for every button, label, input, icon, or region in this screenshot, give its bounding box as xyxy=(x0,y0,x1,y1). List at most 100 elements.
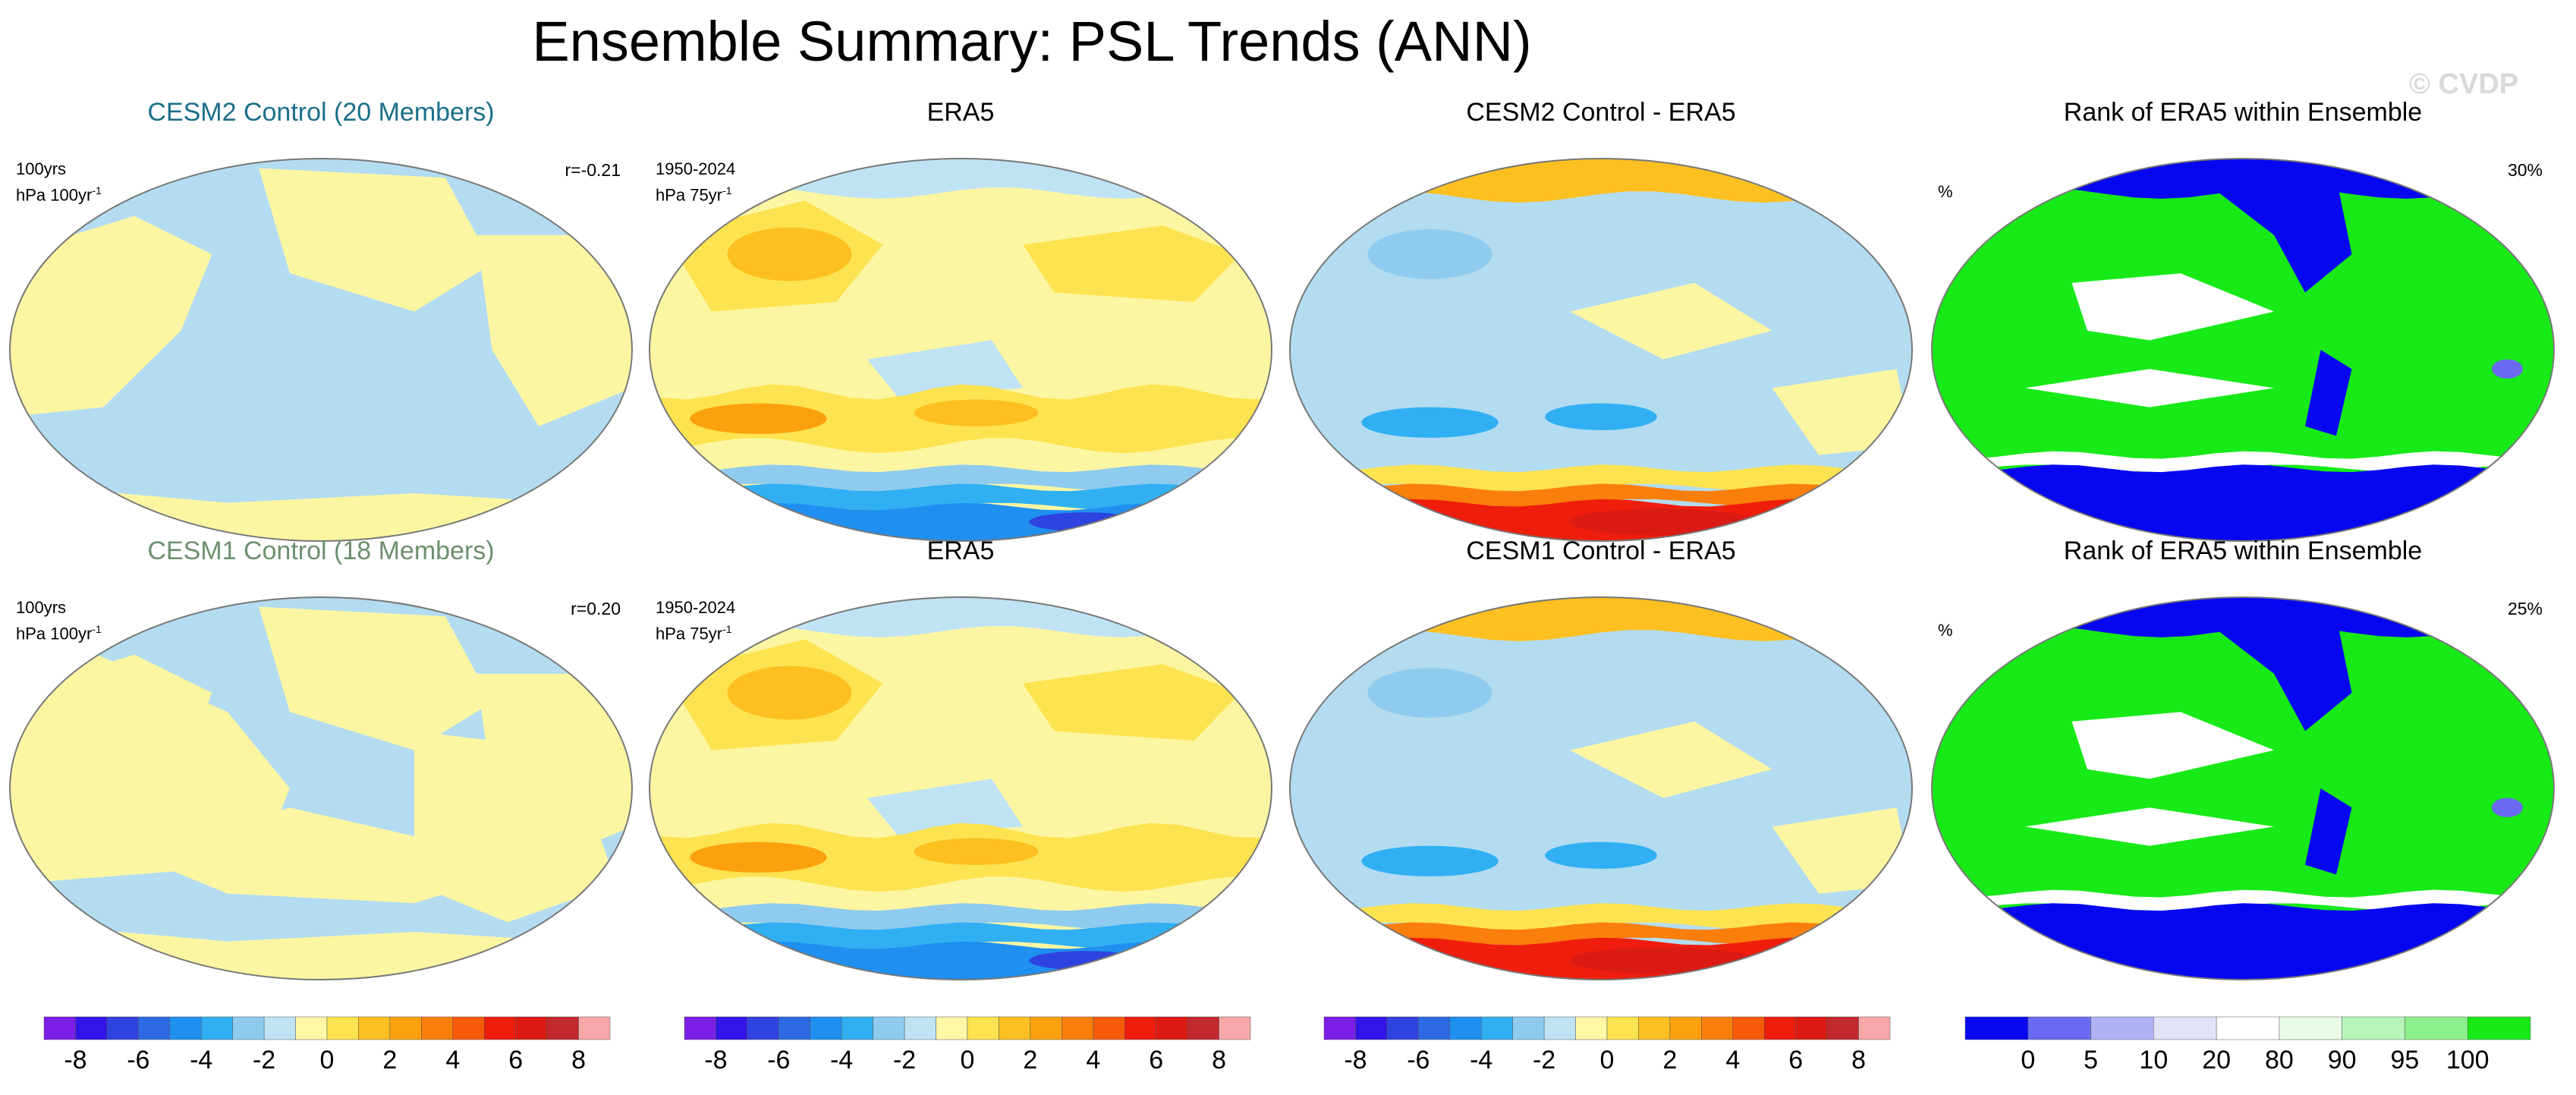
panel-stat: r=0.20 xyxy=(571,599,621,618)
colorbar-label: -6 xyxy=(127,1046,149,1075)
map-border xyxy=(1931,596,2555,980)
colorbar-swatch xyxy=(200,1016,233,1040)
colorbar-swatch xyxy=(452,1016,485,1040)
colorbar-swatch xyxy=(389,1016,422,1040)
low-rank-region xyxy=(2305,788,2352,875)
positive-region xyxy=(1772,807,1912,894)
colorbar-label: 10 xyxy=(2139,1046,2168,1075)
panel-stat: 30% xyxy=(2507,160,2543,180)
southern-high-core xyxy=(914,399,1039,426)
colorbar-swatch xyxy=(873,1016,905,1040)
colorbar-swatch xyxy=(1187,1016,1219,1040)
colorbar-label: 80 xyxy=(2265,1046,2294,1075)
southern-high-core xyxy=(690,403,827,434)
colorbar-swatch xyxy=(747,1016,779,1040)
colorbar-label: 90 xyxy=(2328,1046,2357,1075)
mid-rank-region xyxy=(2071,712,2274,779)
colorbar-swatch xyxy=(1795,1016,1828,1040)
colorbar-swatch xyxy=(515,1016,548,1040)
colorbar-swatch xyxy=(936,1016,968,1040)
colorbar-swatch xyxy=(1156,1016,1188,1040)
panel-title: CESM1 Control (18 Members) xyxy=(147,536,495,565)
panel-units: % xyxy=(1938,621,1953,640)
colorbar-swatch xyxy=(1964,1016,2029,1040)
colorbar-label: 5 xyxy=(2084,1046,2098,1075)
colorbar-swatch xyxy=(2027,1016,2091,1040)
asia-high-core xyxy=(727,665,852,720)
colorbar-swatch xyxy=(684,1016,716,1040)
colorbar-swatch xyxy=(810,1016,842,1040)
map-field-model xyxy=(10,597,632,980)
positive-region xyxy=(10,616,290,884)
colorbar-swatch xyxy=(2090,1016,2154,1040)
colorbar-swatch xyxy=(1124,1016,1156,1040)
map-border xyxy=(649,596,1272,980)
colorbar-label: -4 xyxy=(190,1046,212,1075)
colorbar-swatch xyxy=(2342,1016,2405,1040)
map-border xyxy=(649,158,1272,542)
colorbar-swatch xyxy=(106,1016,139,1040)
colorbar-label: -2 xyxy=(1533,1046,1555,1075)
colorbar-swatch xyxy=(1606,1016,1639,1040)
colorbar-swatch xyxy=(967,1016,999,1040)
cvdp-watermark: © CVDP xyxy=(2409,68,2519,100)
colorbar-swatch xyxy=(483,1016,516,1040)
colorbar-swatch xyxy=(232,1016,265,1040)
colorbar-swatch xyxy=(1093,1016,1125,1040)
colorbar-label: 0 xyxy=(2021,1046,2035,1075)
colorbar-swatch xyxy=(1449,1016,1482,1040)
colorbar-swatch xyxy=(904,1016,936,1040)
map-field-rank xyxy=(1932,597,2554,980)
asia-high-core xyxy=(727,227,852,282)
colorbar-swatch xyxy=(138,1016,171,1040)
atlantic-high xyxy=(1023,664,1241,741)
southern-low-core xyxy=(1361,407,1499,438)
asia-low xyxy=(1367,668,1492,718)
colorbar-label: 4 xyxy=(445,1046,460,1075)
antarctic-band xyxy=(650,941,1272,980)
mid-rank-region xyxy=(2025,369,2274,407)
low-rank-region xyxy=(2212,178,2352,293)
colorbar-swatch xyxy=(1669,1016,1702,1040)
panel-title: Rank of ERA5 within Ensemble xyxy=(2063,98,2423,127)
map-field-diff xyxy=(1290,159,1912,541)
antarctic-core xyxy=(1029,512,1141,532)
mid-rank-region xyxy=(2071,273,2274,341)
colorbar-label: -4 xyxy=(830,1046,853,1075)
colorbar-label: 0 xyxy=(1600,1046,1615,1075)
colorbar-swatch xyxy=(421,1016,454,1040)
positive-region xyxy=(1570,721,1772,798)
colorbar-swatch xyxy=(841,1016,873,1040)
panel-units: 100yrs hPa 100yr-1 xyxy=(16,598,102,643)
colorbar-swatch xyxy=(1543,1016,1576,1040)
colorbar-swatch xyxy=(1826,1016,1859,1040)
low-rank-region xyxy=(2212,616,2352,732)
map-border xyxy=(9,158,633,542)
arctic-band xyxy=(1290,597,1912,641)
colorbar-swatch xyxy=(2405,1016,2468,1040)
pacific-low xyxy=(867,340,1023,398)
colorbar-swatch xyxy=(326,1016,359,1040)
antarctic-core xyxy=(1570,947,1757,974)
colorbar-label: 2 xyxy=(1662,1046,1677,1075)
colorbar-label: 2 xyxy=(382,1046,397,1075)
colorbar-swatch xyxy=(43,1016,76,1040)
panel-units: 1950-2024 hPa 75yr-1 xyxy=(656,159,736,205)
antarctic-core xyxy=(1029,951,1141,971)
atlantic-high xyxy=(1023,225,1241,302)
colorbar-label: 0 xyxy=(320,1046,335,1075)
colorbar-swatch xyxy=(1512,1016,1545,1040)
colorbar-label: 20 xyxy=(2202,1046,2231,1075)
colorbar-label: 6 xyxy=(1788,1046,1803,1075)
positive-region xyxy=(259,168,492,312)
colorbar-swatch xyxy=(1355,1016,1388,1040)
map-border xyxy=(1931,158,2555,542)
colorbar-swatch xyxy=(2216,1016,2280,1040)
colorbar-swatch xyxy=(1701,1016,1734,1040)
colorbar-swatch xyxy=(263,1016,296,1040)
colorbar-label: 0 xyxy=(961,1046,975,1075)
colorbar-swatch xyxy=(716,1016,748,1040)
positive-region xyxy=(477,234,632,426)
map-border xyxy=(9,596,633,980)
colorbar-label: -8 xyxy=(1344,1046,1367,1075)
